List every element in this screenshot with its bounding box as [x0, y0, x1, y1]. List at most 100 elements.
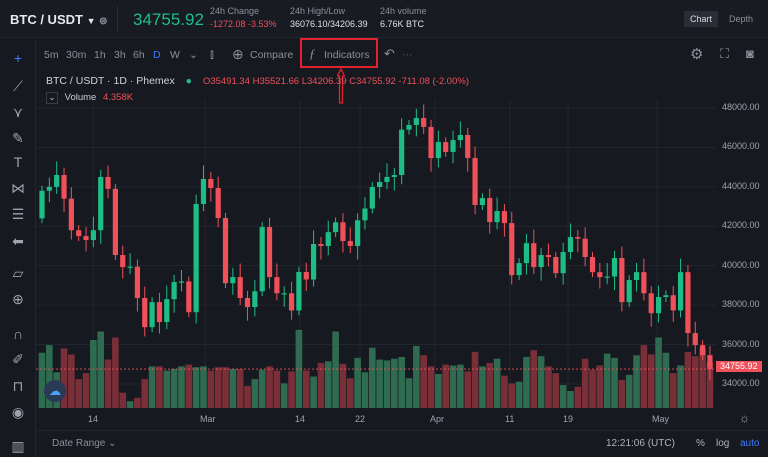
log-toggle[interactable]: log [716, 438, 730, 449]
candle [626, 280, 632, 303]
interval-D[interactable]: D [153, 49, 161, 61]
volume-bar [222, 367, 229, 408]
volume-bar [244, 385, 251, 408]
candle [222, 217, 229, 284]
stat-volume: 24h volume 6.76K BTC [380, 6, 427, 29]
function-icon: ƒ [309, 46, 316, 61]
volume-bar [229, 368, 237, 408]
trend-line-icon[interactable]: ⟋ [13, 78, 23, 94]
crosshair-icon[interactable]: + [13, 50, 23, 66]
brush-icon[interactable]: ✎ [12, 130, 24, 146]
candle [487, 198, 493, 223]
gear-icon[interactable]: ⚙ [690, 46, 704, 63]
chevron-down-icon[interactable]: ⌄ [189, 49, 198, 61]
legend-title: BTC / USDT · 1D · Phemex [46, 75, 175, 87]
undo-icon[interactable]: ↶ [384, 46, 395, 61]
camera-icon[interactable]: ◙ [746, 46, 754, 61]
candle [509, 223, 515, 276]
ruler-icon[interactable]: ▱ [12, 265, 24, 281]
volume-bar [567, 391, 574, 408]
close-value: C34755.92 [349, 76, 396, 87]
zoom-in-icon[interactable]: ⊕ [12, 291, 24, 307]
candle [685, 272, 691, 334]
unlock-icon[interactable]: ⊓ [12, 378, 24, 394]
x-tick-label: 14 [88, 414, 99, 424]
candle [244, 298, 251, 308]
back-arrow-icon[interactable]: ⬅ [12, 233, 24, 249]
candle [252, 291, 258, 308]
volume-bar [471, 351, 479, 408]
compare-button[interactable]: Compare [250, 49, 294, 61]
volume-bar [156, 366, 163, 408]
volume-bar [104, 359, 112, 408]
volume-bar [706, 362, 714, 408]
volume-bar [185, 364, 193, 408]
interval-5m[interactable]: 5m [44, 49, 59, 61]
volume-bar [97, 331, 105, 408]
candle [237, 277, 243, 299]
volume-bar [405, 378, 413, 408]
price-chart[interactable] [36, 70, 768, 430]
candle [333, 222, 339, 233]
volume-bar [596, 365, 604, 408]
interval-6h[interactable]: 6h [133, 49, 145, 61]
divider [117, 6, 118, 32]
volume-bar [589, 369, 596, 408]
axis-settings-icon[interactable]: ☼ [739, 411, 750, 425]
interval-30m[interactable]: 30m [66, 49, 87, 61]
date-range-button[interactable]: Date Range ⌄ [52, 438, 117, 449]
candle [523, 243, 530, 264]
percent-toggle[interactable]: % [696, 438, 705, 449]
volume-bar [515, 381, 523, 408]
candle [296, 271, 302, 311]
volume-bar [317, 362, 325, 408]
volume-bar [324, 361, 332, 408]
candle [421, 118, 427, 127]
volume-bar [112, 337, 119, 408]
volume-bar [170, 368, 178, 408]
candle [98, 176, 104, 231]
volume-bar [236, 368, 244, 408]
auto-toggle[interactable]: auto [740, 438, 760, 449]
volume-bar [559, 385, 567, 408]
info-icon[interactable]: ⊜ [99, 16, 108, 27]
stat-value: -1272.08 -3.53% [210, 19, 277, 29]
text-icon[interactable]: T [13, 154, 23, 170]
redo-icon[interactable]: ⋯ [402, 49, 413, 61]
indicators-button[interactable]: Indicators [324, 49, 370, 61]
fullscreen-icon[interactable]: ⛶ [720, 46, 730, 61]
magnet-icon[interactable]: ∩ [12, 326, 24, 342]
clock: 12:21:06 (UTC) [606, 438, 675, 449]
volume-bar [464, 371, 472, 408]
candle [472, 158, 478, 205]
candle [193, 203, 199, 313]
interval-3h[interactable]: 3h [114, 49, 126, 61]
trash-icon[interactable]: ▥ [11, 438, 25, 454]
fork-icon[interactable]: ⋎ [12, 104, 24, 120]
pattern-icon[interactable]: ⋈ [11, 180, 25, 196]
candle [274, 277, 280, 294]
volume-bar [68, 354, 75, 408]
interval-1h[interactable]: 1h [94, 49, 106, 61]
depth-tab[interactable]: Depth [729, 14, 754, 24]
fib-icon[interactable]: ☰ [11, 206, 25, 222]
eye-icon[interactable]: ◉ [11, 404, 25, 420]
volume-bar [214, 367, 222, 408]
candle-type-icon[interactable]: ⫾ [210, 47, 214, 61]
y-tick-label: 46000.00 [722, 141, 760, 152]
candle [531, 243, 537, 268]
lock-draw-icon[interactable]: ✐ [12, 351, 24, 367]
symbol-selector[interactable]: BTC / USDT ▼ ⊜ [10, 12, 108, 27]
chart-tab[interactable]: Chart [684, 11, 719, 27]
volume-bar [302, 370, 310, 408]
volume-bar [640, 345, 648, 408]
candle [149, 302, 155, 328]
date-range-label: Date Range [52, 438, 106, 449]
candle [670, 295, 676, 311]
volume-bar [523, 357, 530, 408]
last-price: 34755.92 [133, 10, 204, 29]
interval-W[interactable]: W [170, 49, 180, 61]
volume-bar [90, 340, 97, 408]
candle [105, 176, 111, 189]
collapse-toggle[interactable]: ⌄ [46, 92, 58, 104]
